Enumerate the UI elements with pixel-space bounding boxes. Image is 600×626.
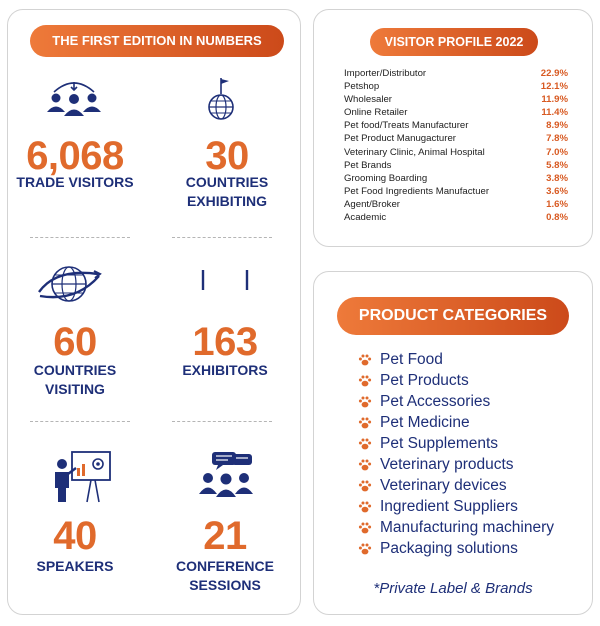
list-item: Academic 0.8% bbox=[344, 211, 568, 224]
exhibitors-label: EXHIBITORS bbox=[182, 362, 268, 378]
list-item: Wholesaler 11.9% bbox=[344, 93, 568, 106]
countries-visiting-label-2: VISITING bbox=[45, 381, 105, 397]
visitor-type: Pet Brands bbox=[344, 159, 392, 171]
category-label: Pet Food bbox=[380, 350, 443, 368]
paw-icon bbox=[358, 543, 372, 554]
visitor-share: 12.1% bbox=[540, 81, 568, 93]
list-item: Pet Brands 5.8% bbox=[344, 159, 568, 172]
visitor-share: 3.6% bbox=[546, 185, 568, 197]
list-item: Ingredient Suppliers bbox=[358, 496, 588, 517]
visitor-type: Petshop bbox=[344, 81, 380, 93]
category-label: Pet Products bbox=[380, 371, 469, 389]
speakers-number: 40 bbox=[53, 514, 97, 558]
audience-chat-icon bbox=[199, 452, 253, 497]
visitor-type: Agent/Broker bbox=[344, 198, 400, 210]
list-item: Pet food/Treats Manufacturer 8.9% bbox=[344, 119, 568, 132]
product-categories-list: Pet Food Pet Products Pet Accessories Pet M… bbox=[358, 349, 588, 559]
people-group-icon bbox=[47, 82, 101, 116]
visitor-type: Online Retailer bbox=[344, 107, 408, 119]
category-label: Ingredient Suppliers bbox=[380, 497, 518, 515]
visitor-type: Academic bbox=[344, 212, 387, 224]
category-label: Pet Supplements bbox=[380, 434, 499, 452]
presenter-board-icon bbox=[55, 451, 111, 503]
trade-visitors-number: 6,068 bbox=[26, 134, 124, 178]
list-item: Veterinary products bbox=[358, 454, 588, 475]
private-label-note: *Private Label & Brands bbox=[373, 580, 533, 597]
visitor-share: 1.6% bbox=[546, 198, 568, 210]
visitor-type: Importer/Distributor bbox=[344, 68, 427, 79]
visitor-share: 11.4% bbox=[541, 107, 568, 119]
category-label: Packaging solutions bbox=[380, 539, 518, 557]
visitor-share: 11.9% bbox=[541, 94, 568, 106]
globe-flag-icon bbox=[208, 78, 234, 120]
paw-icon bbox=[358, 354, 372, 365]
visitor-share: 8.9% bbox=[546, 120, 568, 132]
paw-icon bbox=[358, 459, 372, 470]
numbers-title: THE FIRST EDITION IN NUMBERS bbox=[30, 25, 284, 57]
visitor-type: Veterinary Clinic, Animal Hospital bbox=[344, 146, 485, 158]
list-item: Pet Product Manugacturer 7.8% bbox=[344, 132, 568, 145]
category-label: Veterinary devices bbox=[380, 476, 507, 494]
divider bbox=[30, 237, 130, 238]
visitor-share: 0.8% bbox=[546, 212, 568, 224]
speakers-label: SPEAKERS bbox=[36, 558, 114, 574]
visitor-share: 7.0% bbox=[546, 146, 568, 158]
list-item: Veterinary devices bbox=[358, 475, 588, 496]
product-categories-title: PRODUCT CATEGORIES bbox=[337, 297, 569, 335]
visitor-profile-list: Importer/Distributor 22.9% Petshop 12.1% W… bbox=[344, 67, 568, 224]
list-item: Pet Medicine bbox=[358, 412, 588, 433]
visitor-type: Pet Food Ingredients Manufactuer bbox=[344, 185, 490, 197]
paw-icon bbox=[358, 501, 372, 512]
paw-icon bbox=[358, 480, 372, 491]
divider bbox=[30, 421, 130, 422]
trade-visitors-label: TRADE VISITORS bbox=[16, 174, 134, 190]
divider bbox=[172, 237, 272, 238]
paw-icon bbox=[358, 438, 372, 449]
list-item: Agent/Broker 1.6% bbox=[344, 198, 568, 211]
conference-sessions-label-1: CONFERENCE bbox=[175, 558, 274, 574]
list-item: Grooming Boarding 3.8% bbox=[344, 172, 568, 185]
countries-exhibiting-number: 30 bbox=[205, 134, 249, 178]
category-label: Manufacturing machinery bbox=[380, 518, 555, 536]
globe-orbit-icon bbox=[38, 266, 102, 302]
visitor-profile-title: VISITOR PROFILE 2022 bbox=[370, 28, 538, 56]
visitor-share: 5.8% bbox=[546, 159, 568, 171]
divider bbox=[172, 421, 272, 422]
exhibitor-bars-icon bbox=[201, 270, 249, 290]
list-item: Pet Accessories bbox=[358, 391, 588, 412]
paw-icon bbox=[358, 375, 372, 386]
paw-icon bbox=[358, 417, 372, 428]
conference-sessions-number: 21 bbox=[203, 514, 247, 558]
visitor-type: Pet food/Treats Manufacturer bbox=[344, 120, 469, 132]
conference-sessions-label-2: SESSIONS bbox=[189, 577, 261, 593]
list-item: Pet Supplements bbox=[358, 433, 588, 454]
visitor-type: Pet Product Manugacturer bbox=[344, 133, 456, 145]
visitor-type: Wholesaler bbox=[344, 94, 392, 106]
countries-exhibiting-label-1: COUNTRIES bbox=[185, 174, 269, 190]
list-item: Pet Food Ingredients Manufactuer 3.6% bbox=[344, 185, 568, 198]
list-item: Pet Products bbox=[358, 370, 588, 391]
category-label: Veterinary products bbox=[380, 455, 514, 473]
visitor-share: 7.8% bbox=[546, 133, 568, 145]
exhibitors-number: 163 bbox=[192, 320, 258, 364]
visitor-share: 22.9% bbox=[540, 68, 568, 79]
category-label: Pet Medicine bbox=[380, 413, 470, 431]
countries-visiting-number: 60 bbox=[53, 320, 97, 364]
paw-icon bbox=[358, 522, 372, 533]
list-item: Online Retailer 11.4% bbox=[344, 106, 568, 119]
list-item: Veterinary Clinic, Animal Hospital 7.0% bbox=[344, 146, 568, 159]
paw-icon bbox=[358, 396, 372, 407]
countries-visiting-label-1: COUNTRIES bbox=[33, 362, 117, 378]
list-item: Pet Food bbox=[358, 349, 588, 370]
visitor-type: Grooming Boarding bbox=[344, 172, 428, 184]
countries-exhibiting-label-2: EXHIBITING bbox=[186, 193, 268, 209]
visitor-share: 3.8% bbox=[546, 172, 568, 184]
list-item: Importer/Distributor 22.9% bbox=[344, 67, 568, 80]
list-item: Packaging solutions bbox=[358, 538, 588, 559]
list-item: Petshop 12.1% bbox=[344, 80, 568, 93]
list-item: Manufacturing machinery bbox=[358, 517, 588, 538]
category-label: Pet Accessories bbox=[380, 392, 491, 410]
